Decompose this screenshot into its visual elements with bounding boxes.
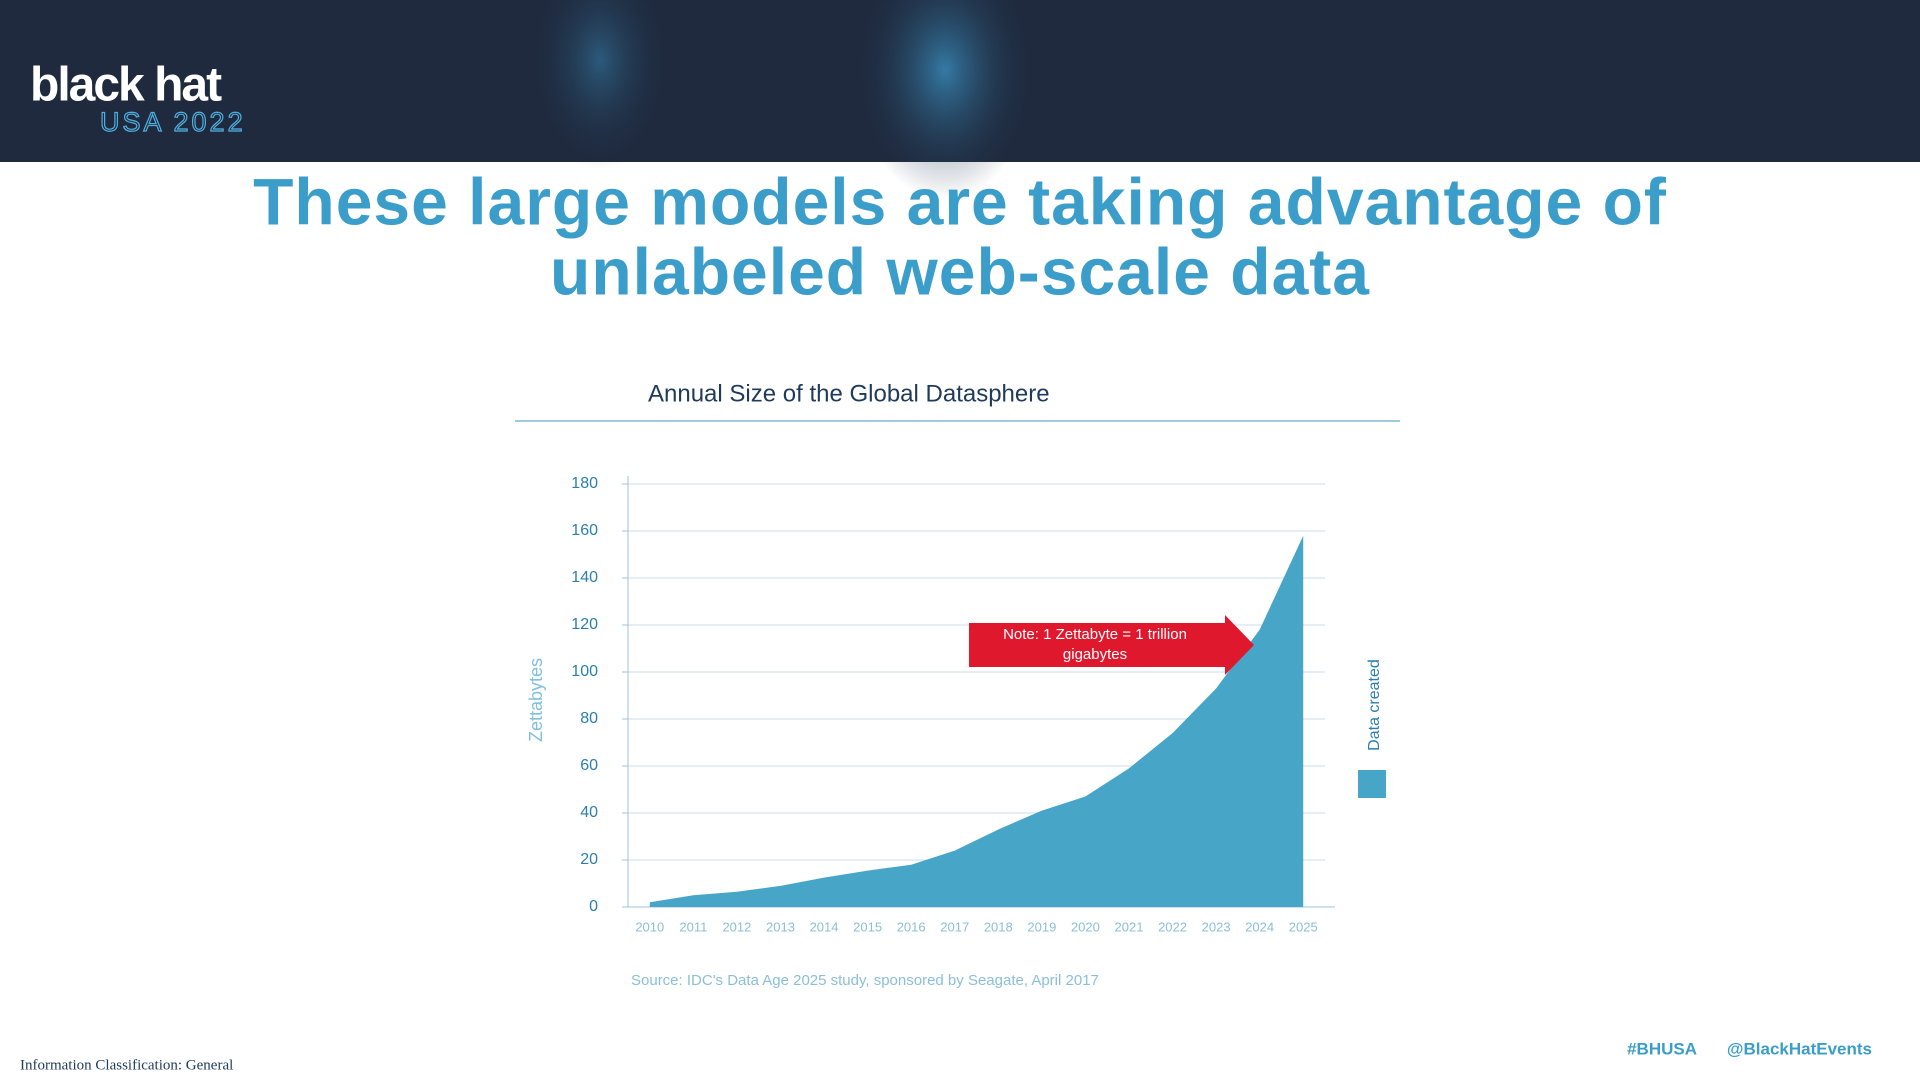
y-tick-label: 80 bbox=[580, 710, 598, 727]
y-tick-label: 60 bbox=[580, 757, 598, 774]
logo: black hat bbox=[30, 59, 222, 112]
y-tick-label: 120 bbox=[571, 616, 598, 633]
logo-event: USA 2022 bbox=[100, 107, 246, 137]
x-tick-label: 2021 bbox=[1115, 919, 1144, 934]
y-tick-label: 0 bbox=[589, 898, 598, 915]
legend-label: Data created bbox=[1366, 659, 1383, 751]
x-tick-label: 2012 bbox=[722, 919, 751, 934]
source: Source: IDC's Data Age 2025 study, spons… bbox=[631, 972, 1099, 989]
handle: @BlackHatEvents bbox=[1727, 1039, 1872, 1058]
x-tick-label: 2023 bbox=[1202, 919, 1231, 934]
y-tick-label: 100 bbox=[571, 663, 598, 680]
x-tick-label: 2014 bbox=[810, 919, 839, 934]
x-tick-label: 2020 bbox=[1071, 919, 1100, 934]
plot: 0 20 40 60 80 100 120 140 160 180 2010 2011 2012 2013… bbox=[571, 475, 1386, 934]
header-glow bbox=[855, 0, 1035, 200]
y-tick-label: 160 bbox=[571, 522, 598, 539]
x-tick-label: 2019 bbox=[1027, 919, 1056, 934]
annotation: Note: 1 Zettabyte = 1 trillion gigabytes bbox=[1003, 626, 1187, 663]
slide-title: These large models are taking advantage … bbox=[253, 164, 1667, 238]
x-tick-label: 2018 bbox=[984, 919, 1013, 934]
x-tick-label: 2017 bbox=[940, 919, 969, 934]
legend-swatch bbox=[1358, 770, 1386, 798]
x-tick-label: 2025 bbox=[1289, 919, 1318, 934]
chart-title: Annual Size of the Global Datasphere bbox=[648, 380, 1050, 407]
y-tick-label: 180 bbox=[571, 475, 598, 492]
area bbox=[649, 535, 1304, 907]
x-tick-label: 2011 bbox=[679, 919, 707, 934]
x-tick-label: 2010 bbox=[635, 919, 664, 934]
annotation-arrow bbox=[969, 615, 1254, 675]
x-tick-label: 2016 bbox=[897, 919, 926, 934]
x-tick-label: 2024 bbox=[1245, 919, 1274, 934]
slide-title: unlabeled web-scale data bbox=[550, 234, 1370, 308]
y-axis-label: Zettabytes bbox=[526, 658, 546, 742]
classification: Information Classification: General bbox=[20, 1057, 233, 1073]
y-tick-label: 40 bbox=[580, 804, 598, 821]
x-tick-label: 2013 bbox=[766, 919, 795, 934]
x-tick-label: 2015 bbox=[853, 919, 882, 934]
x-tick-label: 2022 bbox=[1158, 919, 1187, 934]
y-tick-label: 20 bbox=[580, 851, 598, 868]
header-glow bbox=[530, 0, 670, 170]
hashtag: #BHUSA bbox=[1627, 1039, 1697, 1058]
y-tick-label: 140 bbox=[571, 569, 598, 586]
